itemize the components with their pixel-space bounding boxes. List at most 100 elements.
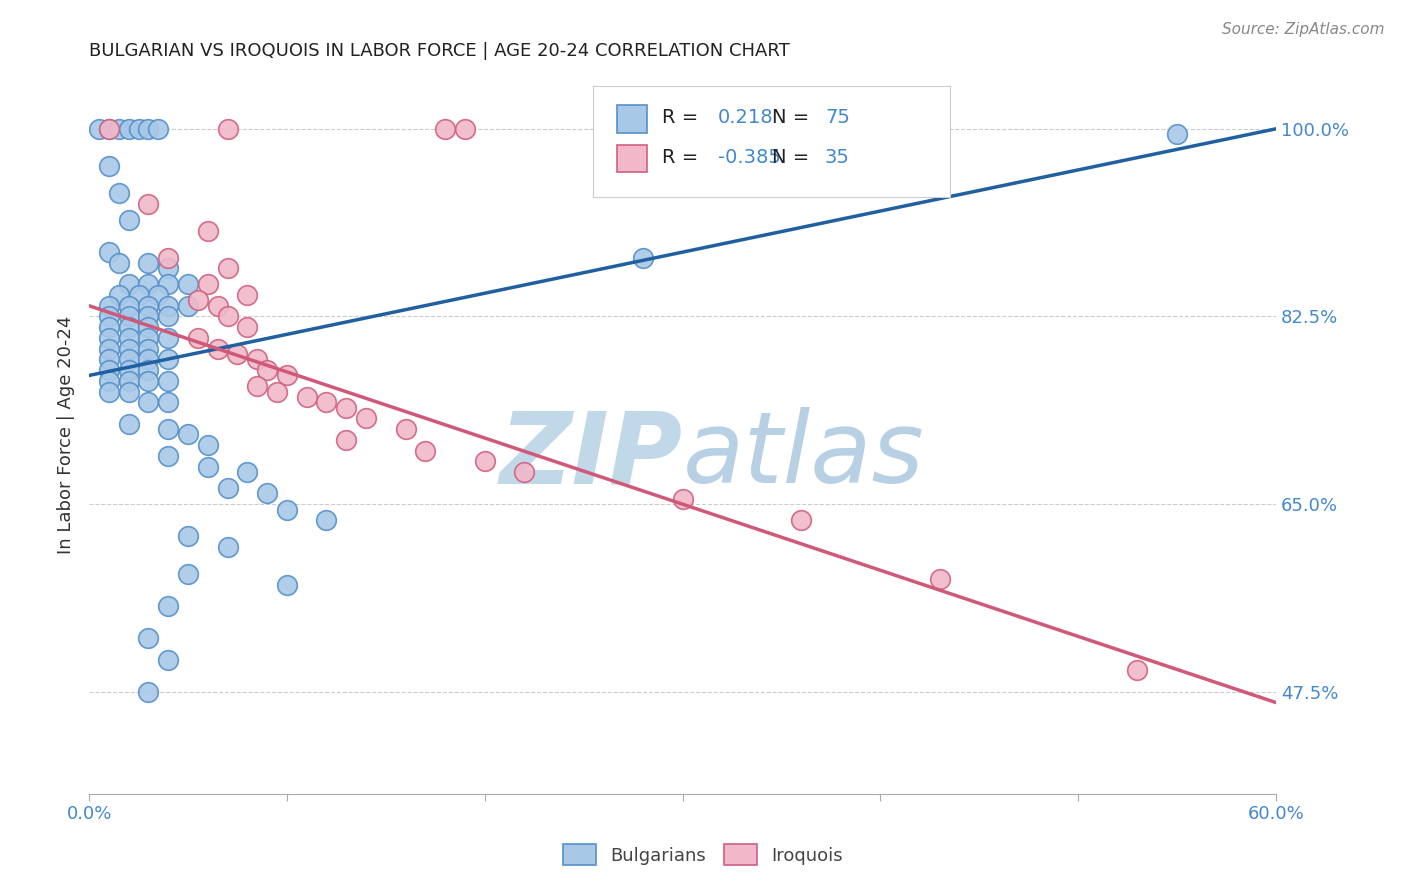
Text: Source: ZipAtlas.com: Source: ZipAtlas.com: [1222, 22, 1385, 37]
Point: [207, 299, 229, 313]
Point: [335, 401, 357, 415]
Point: [1126, 664, 1149, 678]
Point: [197, 459, 219, 474]
Point: [177, 427, 200, 442]
Point: [157, 352, 180, 367]
Point: [107, 288, 129, 302]
Point: [138, 299, 160, 313]
Point: [256, 363, 278, 377]
Point: [217, 540, 239, 554]
Point: [157, 331, 180, 345]
Point: [394, 422, 416, 436]
Point: [97, 331, 120, 345]
Point: [266, 384, 288, 399]
Point: [138, 352, 160, 367]
Point: [107, 256, 129, 270]
Point: [631, 251, 654, 265]
Point: [236, 320, 259, 334]
Point: [128, 121, 150, 136]
Point: [236, 465, 259, 479]
Point: [97, 352, 120, 367]
Point: [157, 310, 180, 324]
Point: [256, 486, 278, 500]
Point: [138, 342, 160, 356]
Point: [138, 277, 160, 292]
Point: [474, 454, 496, 468]
Point: [117, 299, 139, 313]
Point: [157, 422, 180, 436]
FancyBboxPatch shape: [617, 105, 647, 133]
Point: [1166, 127, 1188, 141]
Point: [177, 299, 200, 313]
Point: [157, 395, 180, 409]
Point: [415, 443, 437, 458]
Point: [97, 363, 120, 377]
Point: [97, 121, 120, 136]
Point: [454, 121, 477, 136]
Point: [138, 374, 160, 388]
Point: [217, 261, 239, 276]
Point: [790, 513, 813, 527]
Point: [671, 491, 693, 506]
Point: [236, 288, 259, 302]
Text: N =: N =: [772, 108, 815, 127]
Point: [138, 320, 160, 334]
Point: [187, 331, 209, 345]
Point: [148, 288, 170, 302]
Point: [107, 121, 129, 136]
Point: [177, 529, 200, 543]
Point: [246, 379, 269, 393]
Text: 0.218: 0.218: [718, 108, 773, 127]
Point: [138, 310, 160, 324]
Point: [157, 374, 180, 388]
Point: [354, 411, 377, 425]
Point: [97, 342, 120, 356]
Point: [97, 374, 120, 388]
Point: [276, 502, 298, 516]
Point: [138, 395, 160, 409]
Point: [138, 631, 160, 645]
Point: [117, 277, 139, 292]
Point: [187, 293, 209, 308]
Point: [117, 363, 139, 377]
Point: [97, 159, 120, 173]
Point: [157, 277, 180, 292]
FancyBboxPatch shape: [593, 86, 949, 197]
Point: [138, 363, 160, 377]
Text: N =: N =: [772, 147, 815, 167]
Legend: Bulgarians, Iroquois: Bulgarians, Iroquois: [554, 835, 852, 874]
Point: [97, 299, 120, 313]
Point: [197, 224, 219, 238]
Point: [434, 121, 457, 136]
Point: [117, 384, 139, 399]
Text: 35: 35: [825, 147, 849, 167]
Text: -0.385: -0.385: [718, 147, 780, 167]
Point: [157, 251, 180, 265]
Point: [217, 121, 239, 136]
Point: [117, 213, 139, 227]
Point: [117, 342, 139, 356]
Point: [117, 320, 139, 334]
FancyBboxPatch shape: [617, 145, 647, 172]
Point: [87, 121, 110, 136]
Point: [315, 513, 337, 527]
Text: R =: R =: [662, 108, 704, 127]
Point: [117, 352, 139, 367]
Point: [97, 310, 120, 324]
Text: BULGARIAN VS IROQUOIS IN LABOR FORCE | AGE 20-24 CORRELATION CHART: BULGARIAN VS IROQUOIS IN LABOR FORCE | A…: [89, 42, 790, 60]
Point: [276, 368, 298, 383]
Point: [97, 245, 120, 260]
Point: [117, 417, 139, 431]
Point: [138, 121, 160, 136]
Point: [157, 599, 180, 613]
Y-axis label: In Labor Force | Age 20-24: In Labor Force | Age 20-24: [58, 315, 75, 554]
Point: [128, 288, 150, 302]
Point: [157, 652, 180, 666]
Point: [97, 320, 120, 334]
Point: [177, 566, 200, 581]
Point: [335, 433, 357, 447]
Point: [138, 331, 160, 345]
Point: [197, 438, 219, 452]
Point: [138, 685, 160, 699]
Point: [513, 465, 536, 479]
